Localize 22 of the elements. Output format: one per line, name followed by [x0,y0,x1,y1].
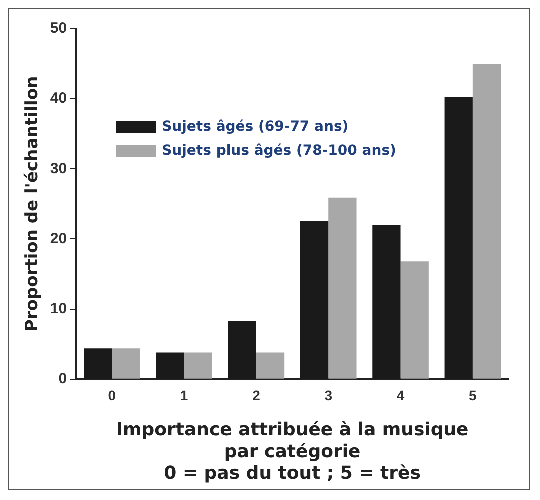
x-tick-label: 0 [108,388,116,404]
x-tick-label: 4 [396,388,405,404]
y-tick-label: 40 [50,90,68,108]
y-tick-label: 50 [50,20,68,38]
bar [184,352,212,379]
bar [256,352,285,379]
bar [400,262,429,379]
x-tick-label: 5 [469,388,478,404]
legend-label: Sujets plus âgés (78-100 ans) [162,142,396,159]
bar [112,348,140,379]
y-tick-label: 20 [50,230,68,248]
y-tick-label: 10 [50,300,68,318]
y-tick-label: 30 [50,160,68,178]
x-tick-label: 1 [180,388,188,404]
x-axis-title: Importance attribuée à la musique par catégorie 0 = pas du tout ; 5 = très [116,420,469,484]
bar [328,198,357,379]
legend-label: Sujets âgés (69-77 ans) [162,118,349,135]
y-tick-label: 0 [58,370,68,388]
bar [472,64,502,379]
y-axis-title: Proportion de l'échantillon [22,76,43,332]
x-tick-label: 2 [252,388,261,404]
x-tick-label: 3 [324,388,333,404]
